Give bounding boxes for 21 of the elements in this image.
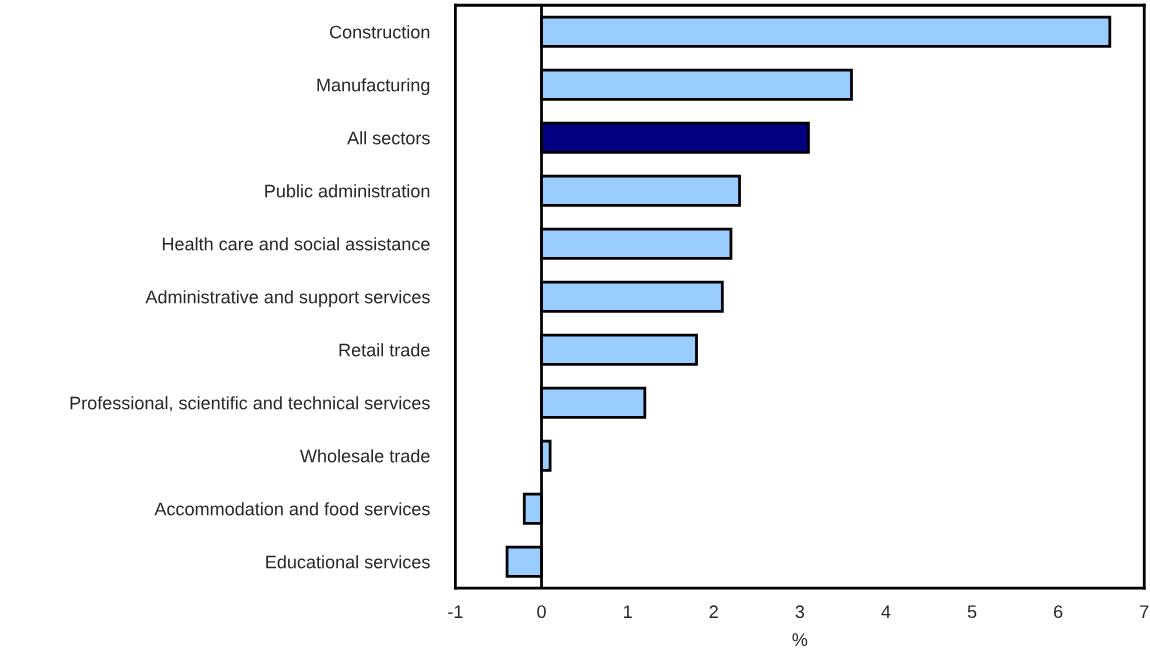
x-tick-label: 5 [967, 605, 977, 619]
x-tick-label: 6 [1054, 605, 1063, 619]
y-tick-label: Construction [329, 25, 430, 39]
x-tick-label: 3 [795, 605, 805, 619]
y-tick-label: Administrative and support services [145, 290, 430, 307]
x-axis-title: % [792, 633, 808, 646]
y-tick-label: All sectors [347, 131, 430, 145]
y-tick-label: Professional, scientific and technical services [70, 396, 430, 412]
y-tick-label: Retail trade [339, 343, 430, 357]
y-tick-label: Accommodation and food services [154, 502, 430, 516]
x-tick-label: 0 [537, 605, 546, 619]
y-tick-label: Manufacturing [317, 78, 430, 96]
y-tick-label: Public administration [265, 184, 430, 198]
x-tick-label: 2 [709, 605, 718, 618]
y-tick-label: Educational services [266, 555, 430, 569]
x-tick-label: 7 [1140, 605, 1149, 618]
x-tick-label: 4 [881, 605, 891, 618]
y-tick-label: Health care and social assistance [162, 237, 430, 251]
y-tick-label: Wholesale trade [300, 449, 430, 463]
x-tick-label: -1 [448, 605, 463, 618]
x-tick-label: 1 [623, 605, 632, 618]
